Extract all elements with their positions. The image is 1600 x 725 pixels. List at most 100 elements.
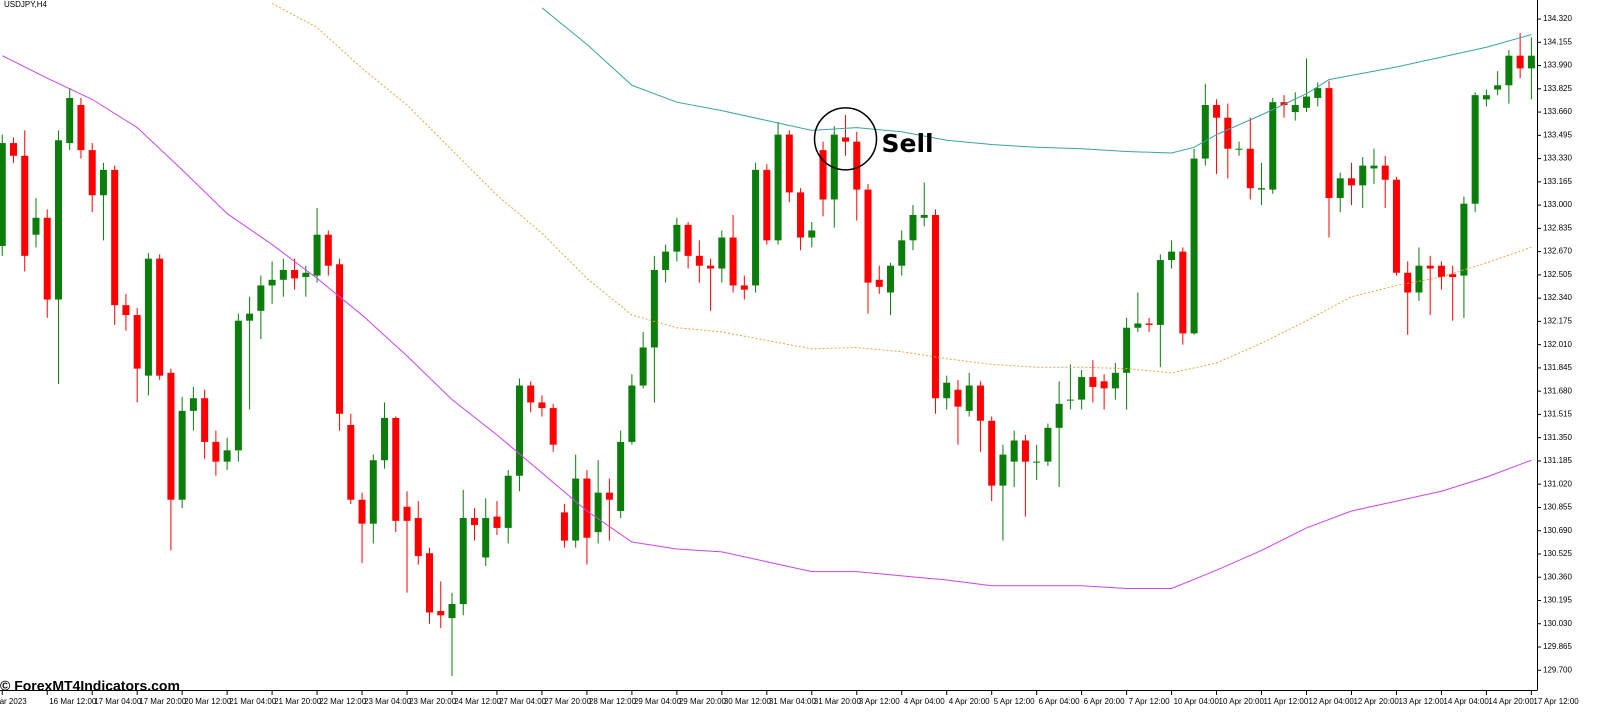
candle-body: [684, 224, 692, 256]
candle-body: [740, 285, 748, 290]
candle-body: [347, 424, 355, 500]
candle-body: [1482, 95, 1490, 100]
x-tick-label: 24 Mar 12:00: [454, 697, 502, 706]
candle-body: [1044, 427, 1052, 462]
candle-body: [470, 518, 478, 526]
y-tick-label: 130.360: [1543, 572, 1572, 581]
candle-body: [797, 192, 805, 238]
candle-body: [1235, 148, 1243, 150]
candle-body: [437, 611, 445, 616]
candle-body: [43, 217, 51, 300]
candle-body: [718, 237, 726, 269]
candle-body: [448, 604, 456, 619]
x-tick-label: 31 Mar 04:00: [769, 697, 817, 706]
x-tick-label: 10 Apr 20:00: [1219, 697, 1265, 706]
candle-body: [1449, 274, 1457, 277]
candle-body: [1010, 440, 1018, 462]
watermark: © ForexMT4Indicators.com: [0, 678, 180, 694]
candle-body: [88, 150, 96, 196]
candle-body: [291, 269, 299, 279]
candle-body: [381, 417, 389, 461]
x-tick-label: 10 Apr 04:00: [1174, 697, 1220, 706]
y-tick-label: 133.330: [1543, 154, 1572, 163]
y-tick-label: 132.340: [1543, 293, 1572, 302]
candle-body: [1246, 148, 1254, 189]
x-tick-label: 31 Mar 20:00: [814, 697, 862, 706]
x-tick-label: 3 Apr 12:00: [859, 697, 900, 706]
candle-body: [1213, 105, 1221, 118]
x-tick-label: 13 Apr 12:00: [1398, 697, 1444, 706]
candle-body: [1168, 251, 1176, 261]
x-tick-label: 23 Mar 20:00: [409, 697, 457, 706]
candle-body: [9, 143, 17, 156]
candle-body: [1089, 377, 1097, 387]
candle-body: [392, 417, 400, 521]
x-tick-label: 22 Mar 12:00: [319, 697, 367, 706]
candle-body: [898, 240, 906, 266]
candle-body: [1078, 377, 1086, 400]
candle-body: [931, 214, 939, 399]
candle-body: [1494, 85, 1502, 90]
y-tick-label: 132.835: [1543, 223, 1572, 232]
candle-body: [1145, 323, 1153, 325]
candle-body: [1179, 251, 1187, 334]
candle-body: [909, 214, 917, 241]
candle-body: [1460, 203, 1468, 276]
candle-body: [943, 382, 951, 399]
x-tick-label: 30 Mar 12:00: [724, 697, 772, 706]
candle-body: [954, 389, 962, 407]
candle-body: [617, 441, 625, 511]
candle-body: [246, 313, 254, 321]
candle-body: [572, 478, 580, 541]
candle-body: [920, 214, 928, 218]
candle-body: [268, 279, 276, 286]
candle-body: [628, 385, 636, 442]
y-tick-label: 131.185: [1543, 456, 1572, 465]
candle-body: [774, 134, 782, 241]
x-tick-label: 5 Apr 12:00: [994, 697, 1035, 706]
candle-body: [1201, 105, 1209, 159]
candle-body: [493, 516, 501, 528]
candle-body: [1527, 55, 1535, 69]
candle-body: [650, 269, 658, 348]
y-tick-label: 134.320: [1543, 14, 1572, 23]
candle-body: [77, 105, 85, 151]
candle-body: [673, 224, 681, 252]
x-tick-label: 23 Mar 04:00: [364, 697, 412, 706]
candle-body: [122, 305, 130, 316]
candle-body: [1471, 95, 1479, 204]
x-tick-label: 4 Apr 20:00: [949, 697, 990, 706]
candle-body: [1437, 265, 1445, 277]
candle-body: [369, 460, 377, 524]
y-tick-label: 130.690: [1543, 526, 1572, 535]
x-tick-label: 11 Apr 12:00: [1264, 697, 1309, 706]
y-tick-label: 129.700: [1543, 665, 1572, 674]
y-tick-label: 132.505: [1543, 270, 1572, 279]
x-tick-label: 12 Apr 04:00: [1309, 697, 1355, 706]
candle-body: [234, 320, 242, 451]
candle-body: [54, 140, 62, 300]
y-tick-label: 133.990: [1543, 61, 1572, 70]
candle-body: [965, 385, 973, 411]
candle-body: [1505, 55, 1513, 86]
candle-body: [1021, 440, 1029, 462]
candle-body: [1055, 403, 1063, 428]
candle-body: [459, 518, 467, 605]
candle-body: [178, 410, 186, 500]
candle-body: [988, 420, 996, 486]
candle-body: [1111, 372, 1119, 389]
candle-body: [1303, 96, 1311, 108]
y-tick-label: 133.660: [1543, 107, 1572, 116]
candle-body: [1314, 88, 1322, 98]
candle-body: [66, 97, 74, 144]
candle-body: [853, 141, 861, 190]
candle-body: [1415, 265, 1423, 293]
x-tick-label: 17 Mar 04:00: [94, 697, 142, 706]
x-tick-label: 29 Mar 20:00: [679, 697, 727, 706]
y-tick-label: 131.020: [1543, 479, 1572, 488]
candle-body: [1336, 178, 1344, 199]
candle-body: [144, 258, 152, 376]
y-tick-label: 130.525: [1543, 549, 1572, 558]
candle-body: [875, 279, 883, 287]
